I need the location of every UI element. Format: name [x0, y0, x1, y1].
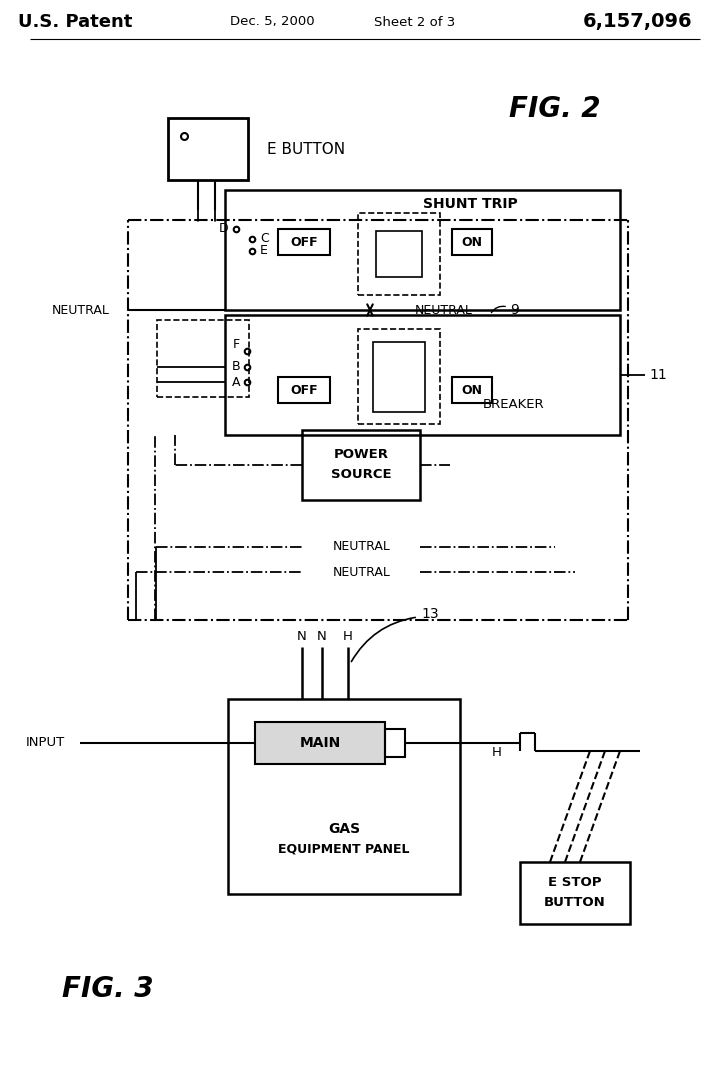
Bar	[358, 213, 440, 295]
Bar	[452, 377, 492, 403]
Text: FIG. 2: FIG. 2	[510, 95, 601, 123]
Text: N: N	[297, 631, 307, 644]
Text: FIG. 3: FIG. 3	[63, 975, 154, 1003]
Text: E BUTTON: E BUTTON	[267, 141, 345, 156]
Text: BUTTON: BUTTON	[544, 897, 606, 910]
Text: SHUNT TRIP: SHUNT TRIP	[422, 197, 518, 211]
Text: F: F	[233, 338, 240, 351]
Text: ON: ON	[462, 384, 483, 397]
Bar	[168, 118, 248, 180]
Text: 13: 13	[422, 607, 439, 621]
Text: E STOP: E STOP	[548, 877, 602, 889]
Bar	[228, 699, 460, 894]
Text: OFF: OFF	[290, 384, 318, 397]
Text: Sheet 2 of 3: Sheet 2 of 3	[374, 15, 456, 29]
Text: NEUTRAL: NEUTRAL	[415, 304, 473, 316]
Text: NEUTRAL: NEUTRAL	[333, 566, 391, 578]
Text: BREAKER: BREAKER	[483, 399, 544, 412]
Text: D: D	[218, 222, 228, 235]
Bar	[225, 315, 620, 435]
Bar	[520, 862, 630, 924]
Text: ON: ON	[462, 235, 483, 248]
Text: GAS: GAS	[328, 822, 360, 836]
Text: A: A	[232, 375, 240, 388]
Bar	[225, 190, 620, 310]
Text: 6,157,096: 6,157,096	[583, 13, 693, 31]
Text: NEUTRAL: NEUTRAL	[52, 304, 110, 316]
Bar	[302, 430, 420, 500]
Text: E: E	[260, 245, 268, 258]
Bar	[157, 320, 249, 397]
Bar	[278, 377, 330, 403]
Bar	[376, 231, 422, 277]
Bar	[358, 329, 440, 424]
Text: U.S. Patent: U.S. Patent	[17, 13, 132, 31]
Text: OFF: OFF	[290, 235, 318, 248]
Text: H: H	[343, 631, 353, 644]
Text: EQUIPMENT PANEL: EQUIPMENT PANEL	[278, 842, 410, 855]
Bar	[255, 722, 385, 764]
Text: 9: 9	[510, 303, 519, 317]
Text: NEUTRAL: NEUTRAL	[333, 541, 391, 554]
Text: MAIN: MAIN	[299, 735, 341, 750]
Text: POWER: POWER	[333, 449, 389, 462]
Text: H: H	[492, 746, 502, 759]
Text: Dec. 5, 2000: Dec. 5, 2000	[230, 15, 314, 29]
Text: INPUT: INPUT	[25, 737, 65, 749]
Bar	[373, 342, 425, 412]
Text: N: N	[317, 631, 327, 644]
Bar	[452, 229, 492, 255]
Text: SOURCE: SOURCE	[331, 468, 392, 481]
Bar	[385, 729, 405, 757]
Text: B: B	[232, 360, 240, 373]
Text: 11: 11	[649, 368, 667, 382]
Bar	[278, 229, 330, 255]
Text: C: C	[260, 232, 269, 246]
